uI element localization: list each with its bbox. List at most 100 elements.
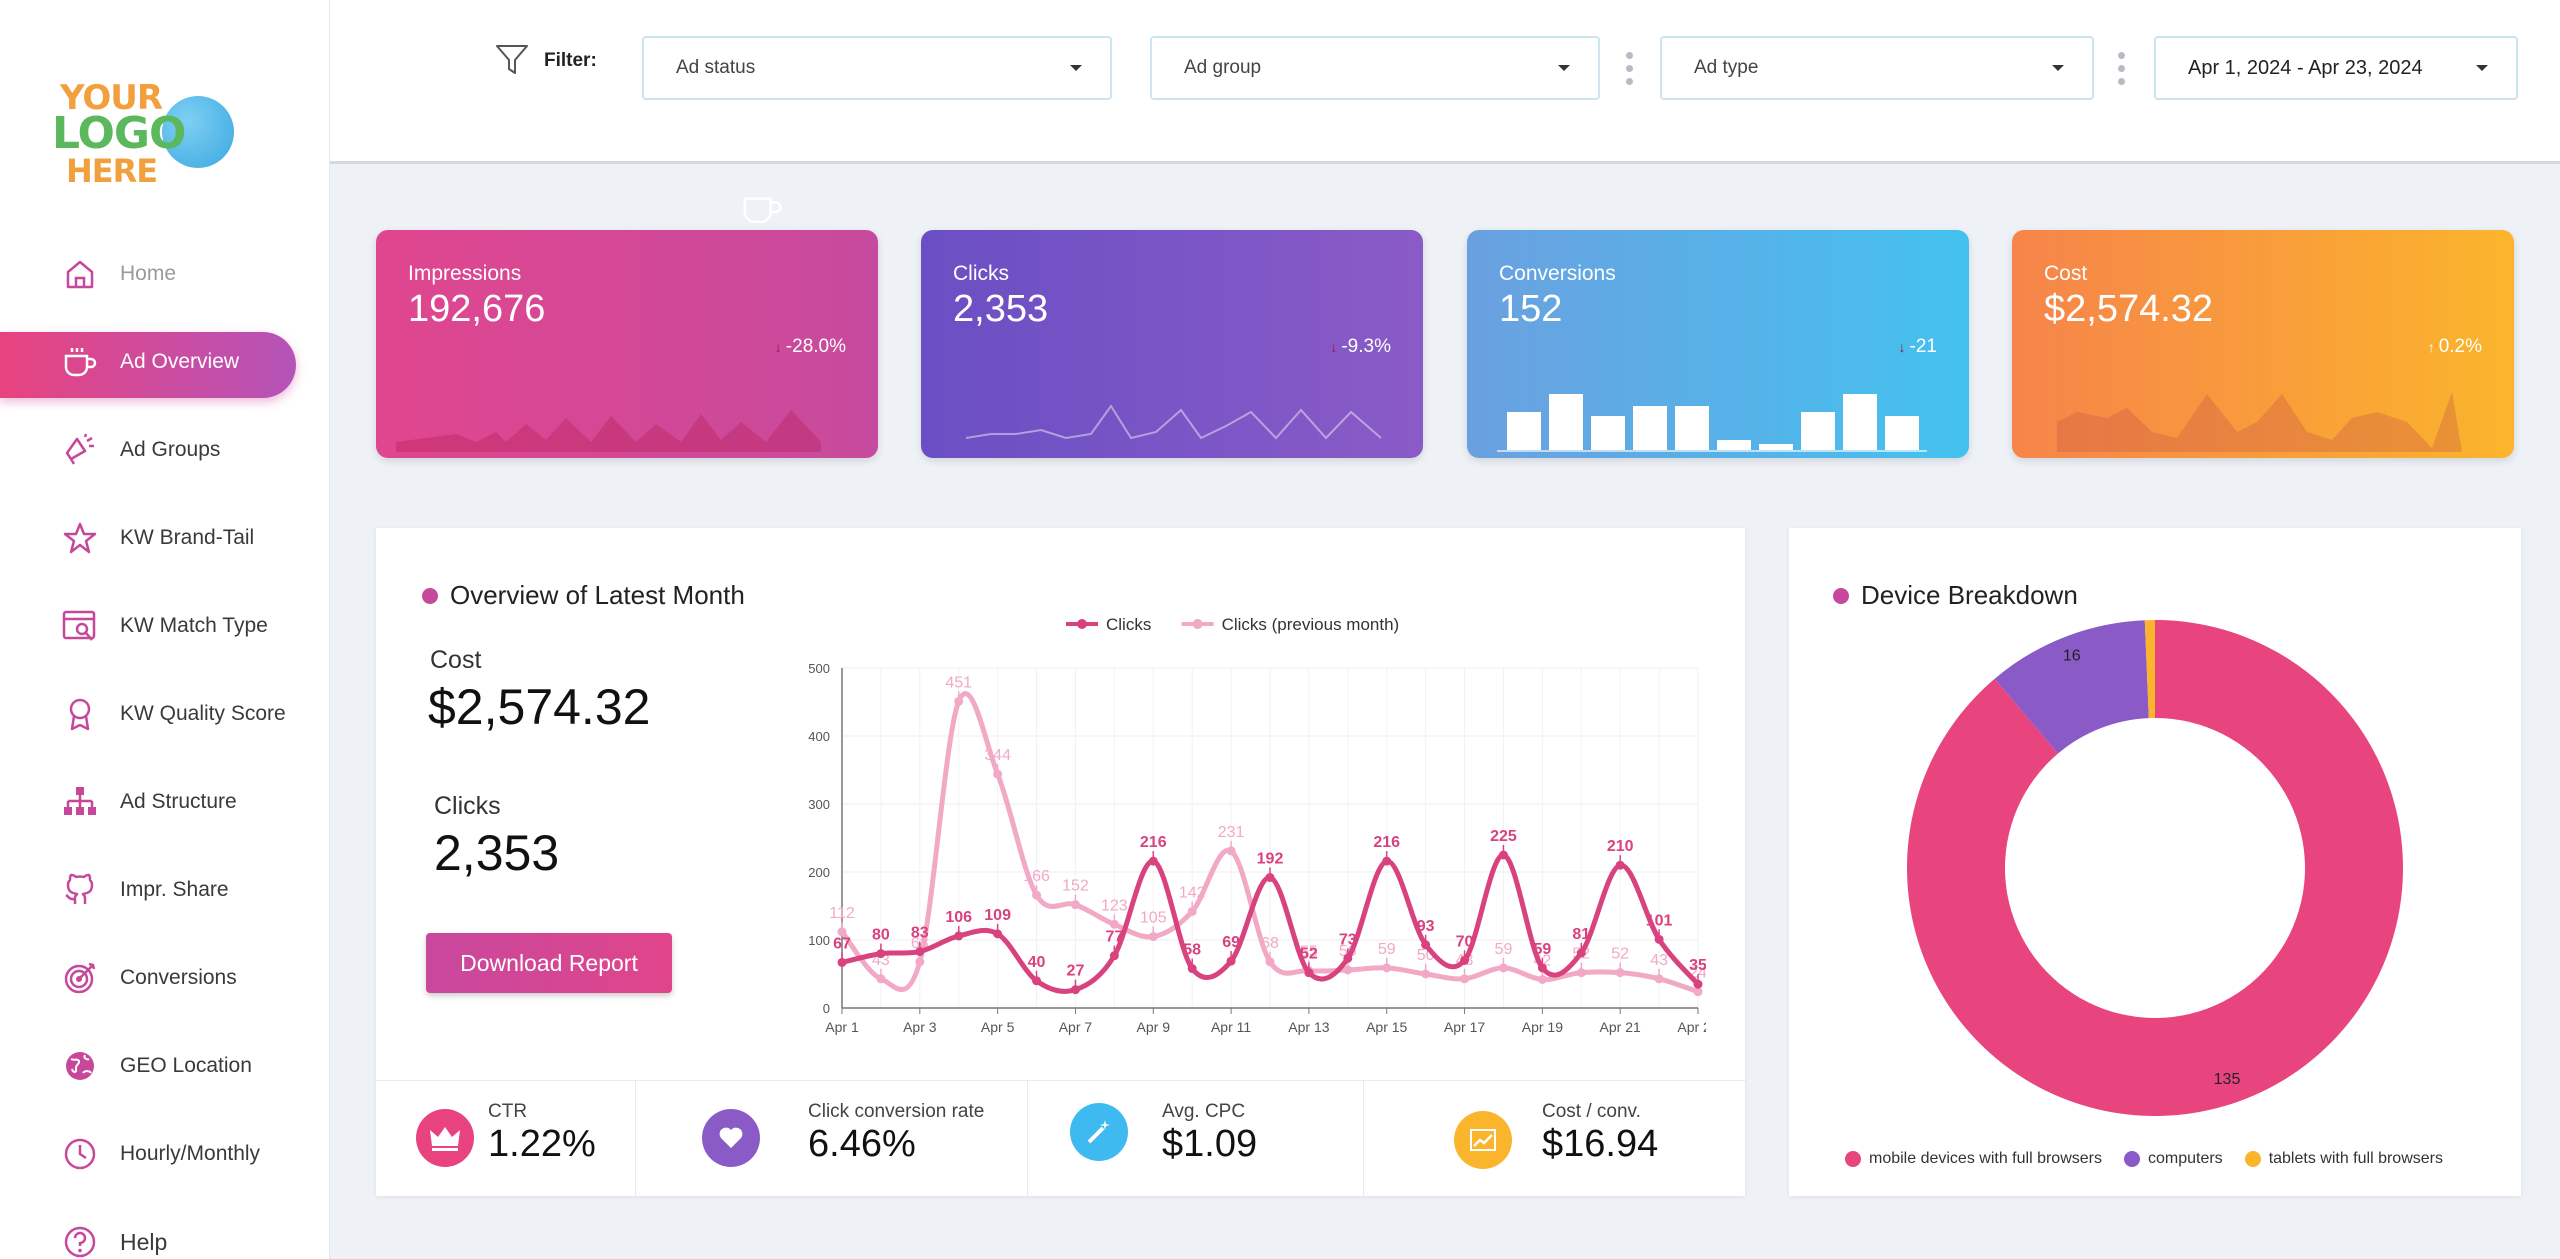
data-point bbox=[1693, 987, 1703, 997]
data-point bbox=[1070, 985, 1080, 995]
sidebar: YOUR LOGO HERE Home Ad Overview Ad Group… bbox=[0, 0, 330, 1259]
kpi-value: 192,676 bbox=[408, 288, 546, 330]
data-label: 73 bbox=[1339, 931, 1357, 948]
data-point bbox=[993, 929, 1003, 939]
x-tick-label: Apr 21 bbox=[1600, 1019, 1641, 1035]
y-tick-label: 500 bbox=[808, 661, 830, 676]
data-label: 58 bbox=[1183, 942, 1201, 959]
sidebar-item-kw-brand-tail[interactable]: KW Brand-Tail bbox=[0, 494, 330, 582]
x-tick-label: Apr 23 bbox=[1677, 1019, 1706, 1035]
company-logo[interactable]: YOUR LOGO HERE bbox=[52, 78, 234, 190]
ad-type-dropdown[interactable]: Ad type bbox=[1660, 36, 2094, 100]
conversions-sparkline bbox=[1497, 394, 1927, 452]
sidebar-item-help[interactable]: Help bbox=[0, 1198, 330, 1259]
data-point bbox=[1382, 963, 1392, 973]
data-label: 52 bbox=[1611, 946, 1629, 963]
legend-dot bbox=[2244, 1151, 2261, 1167]
help-icon bbox=[60, 1222, 100, 1259]
logo-circle bbox=[162, 96, 234, 168]
y-tick-label: 300 bbox=[808, 797, 830, 812]
x-tick-label: Apr 3 bbox=[903, 1019, 937, 1035]
data-label: 43 bbox=[1650, 952, 1668, 969]
device-title: Device Breakdown bbox=[1833, 580, 2078, 611]
legend-item: computers bbox=[2123, 1150, 2223, 1168]
data-point bbox=[1498, 850, 1508, 860]
title-dot bbox=[422, 587, 438, 604]
y-tick-label: 400 bbox=[808, 729, 830, 744]
more-options-icon[interactable] bbox=[2118, 52, 2126, 85]
data-point bbox=[1226, 846, 1236, 856]
data-point bbox=[1421, 940, 1431, 950]
kpi-card-clicks[interactable]: Clicks 2,353 ↓ -9.3% bbox=[921, 230, 1423, 458]
series-line-clicks bbox=[839, 852, 1701, 994]
data-point bbox=[1109, 919, 1119, 929]
data-point bbox=[1654, 934, 1664, 944]
data-label: 112 bbox=[829, 905, 855, 922]
sidebar-item-label: Ad Overview bbox=[120, 350, 240, 373]
metric-label: Cost / conv. bbox=[1542, 1101, 1641, 1122]
magic-wand-icon bbox=[1070, 1103, 1128, 1161]
sidebar-item-geo-location[interactable]: GEO Location bbox=[0, 1022, 330, 1110]
data-point bbox=[1343, 953, 1353, 963]
chevron-down-icon bbox=[1558, 65, 1570, 71]
sidebar-nav: Home Ad Overview Ad Groups KW Brand-Tail… bbox=[0, 230, 330, 1259]
arrow-down-icon: ↓ bbox=[1330, 339, 1338, 355]
donut-slice bbox=[1907, 620, 2403, 1116]
ad-status-dropdown[interactable]: Ad status bbox=[642, 36, 1112, 100]
data-point bbox=[1032, 890, 1042, 900]
data-point bbox=[915, 947, 925, 957]
heart-icon bbox=[702, 1109, 760, 1167]
donut-slice bbox=[1994, 620, 2149, 754]
arrow-down-icon: ↓ bbox=[774, 339, 782, 355]
more-options-icon[interactable] bbox=[1626, 52, 1634, 85]
kpi-card-conversions[interactable]: Conversions 152 ↓ -21 bbox=[1467, 230, 1969, 458]
data-label: 93 bbox=[1417, 918, 1435, 935]
data-point bbox=[1421, 969, 1431, 979]
data-label: 59 bbox=[1533, 941, 1551, 958]
sidebar-item-label: Help bbox=[120, 1228, 168, 1255]
sidebar-item-ad-overview[interactable]: Ad Overview bbox=[0, 318, 330, 406]
device-breakdown-panel: Device Breakdown 135 16 mobile devices wi… bbox=[1789, 528, 2521, 1196]
data-point bbox=[1304, 968, 1314, 978]
sidebar-item-ad-groups[interactable]: Ad Groups bbox=[0, 406, 330, 494]
sidebar-item-ad-structure[interactable]: Ad Structure bbox=[0, 758, 330, 846]
sidebar-item-hourly-monthly[interactable]: Hourly/Monthly bbox=[0, 1110, 330, 1198]
kpi-card-cost[interactable]: Cost $2,574.32 ↑ 0.2% bbox=[2012, 230, 2514, 458]
chevron-down-icon bbox=[1070, 65, 1082, 71]
data-label: 80 bbox=[872, 927, 890, 944]
sidebar-item-home[interactable]: Home bbox=[0, 230, 330, 318]
sidebar-item-kw-quality-score[interactable]: KW Quality Score bbox=[0, 670, 330, 758]
sidebar-item-conversions[interactable]: Conversions bbox=[0, 934, 330, 1022]
x-tick-label: Apr 15 bbox=[1366, 1019, 1407, 1035]
ad-type-value: Ad type bbox=[1694, 57, 1759, 78]
data-point bbox=[954, 931, 964, 941]
data-label: 67 bbox=[833, 935, 851, 952]
kpi-delta: ↓ -28.0% bbox=[775, 336, 846, 358]
arrow-down-icon: ↓ bbox=[1898, 339, 1906, 355]
data-label: 55 bbox=[1300, 944, 1318, 961]
device-donut-chart: 135 16 bbox=[1907, 620, 2403, 1116]
ad-group-value: Ad group bbox=[1184, 57, 1262, 78]
logo-text-line1: YOUR bbox=[60, 78, 163, 118]
kpi-card-impressions[interactable]: Impressions 192,676 ↓ -28.0% bbox=[376, 230, 878, 458]
star-icon bbox=[60, 518, 100, 558]
sidebar-item-impr-share[interactable]: Impr. Share bbox=[0, 846, 330, 934]
data-point bbox=[1070, 900, 1080, 910]
x-tick-label: Apr 9 bbox=[1137, 1019, 1171, 1035]
logo-text-line3: HERE bbox=[66, 152, 158, 190]
data-point bbox=[1148, 856, 1158, 866]
megaphone-icon bbox=[60, 430, 100, 470]
download-report-button[interactable]: Download Report bbox=[426, 933, 672, 993]
data-point bbox=[1187, 964, 1197, 974]
sidebar-item-kw-match-type[interactable]: KW Match Type bbox=[0, 582, 330, 670]
cost-label: Cost bbox=[430, 646, 482, 674]
data-label: 142 bbox=[1179, 884, 1206, 901]
data-label: 83 bbox=[911, 925, 929, 942]
date-range-picker[interactable]: Apr 1, 2024 - Apr 23, 2024 bbox=[2154, 36, 2518, 100]
kpi-value: $2,574.32 bbox=[2044, 288, 2214, 330]
hierarchy-icon bbox=[60, 782, 100, 822]
slice-label: 16 bbox=[2063, 648, 2081, 665]
logo-text-line2: LOGO bbox=[52, 108, 186, 159]
ad-group-dropdown[interactable]: Ad group bbox=[1150, 36, 1600, 100]
trend-chart-icon bbox=[1454, 1111, 1512, 1169]
